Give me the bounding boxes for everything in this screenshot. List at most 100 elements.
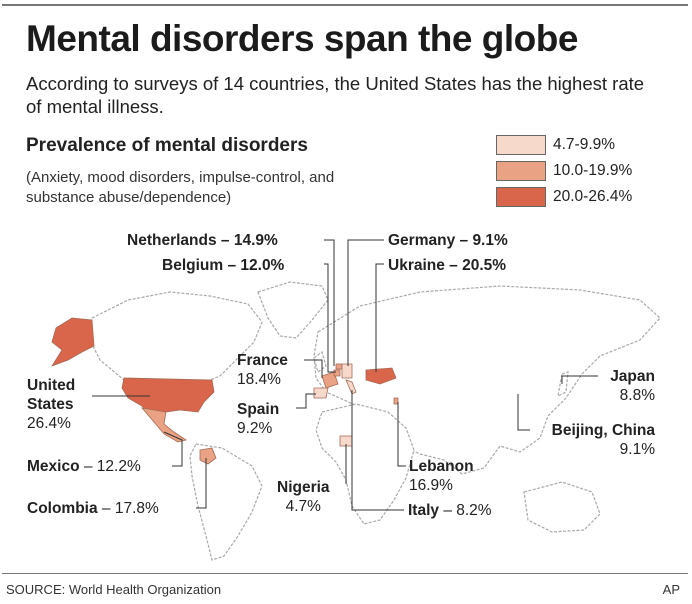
italy-shape: [345, 379, 357, 395]
leader-beijing: [517, 394, 530, 431]
italy-value: 8.2%: [456, 502, 492, 519]
section-note: (Anxiety, mood disorders, impulse-contro…: [26, 169, 335, 206]
beijing-name: Beijing, China: [551, 422, 655, 439]
legend-item-low: 4.7-9.9%: [496, 132, 632, 158]
beijing-value: 9.1%: [619, 441, 655, 458]
colombia-name: Colombia: [27, 500, 98, 517]
belgium-name: Belgium: [162, 257, 224, 274]
nigeria-value: 4.7%: [285, 498, 321, 515]
label-japan: Japan 8.8%: [601, 367, 655, 405]
mexico-dash: –: [79, 458, 97, 475]
south-america-shape: [189, 443, 263, 561]
graphic-frame: [2, 4, 688, 574]
japan-name: Japan: [610, 368, 655, 385]
colombia-dash: –: [97, 500, 115, 517]
colombia-value: 17.8%: [114, 500, 159, 517]
lebanon-value: 16.9%: [409, 477, 453, 494]
legend: 4.7-9.9% 10.0-19.9% 20.0-26.4%: [496, 132, 632, 210]
australia-shape: [523, 481, 601, 533]
spain-shape: [313, 387, 329, 399]
leader-italy: [351, 390, 404, 511]
legend-swatch-high: [496, 187, 546, 207]
leader-netherlands: [324, 239, 335, 366]
leader-lebanon: [397, 402, 406, 467]
germany-dash: –: [455, 232, 473, 249]
source-credit: SOURCE: World Health Organization: [6, 582, 222, 597]
italy-name: Italy: [408, 502, 440, 519]
netherlands-shape: [335, 363, 343, 370]
japan-shape: [557, 371, 569, 398]
lebanon-name: Lebanon: [409, 458, 474, 475]
footer-rule: [2, 573, 688, 574]
greenland-shape: [257, 281, 329, 339]
belgium-value: 12.0%: [240, 257, 285, 274]
agency-credit: AP: [662, 582, 680, 597]
label-germany: Germany – 9.1%: [388, 231, 508, 250]
label-colombia: Colombia – 17.8%: [27, 499, 159, 518]
landmasses: [89, 281, 661, 561]
us-name-line2: States: [27, 396, 74, 413]
legend-swatch-low: [496, 135, 546, 155]
legend-item-mid: 10.0-19.9%: [496, 158, 632, 184]
label-lebanon: Lebanon 16.9%: [409, 457, 474, 495]
alaska-shape: [51, 317, 95, 367]
label-france: France 18.4%: [237, 351, 288, 389]
label-beijing-china: Beijing, China 9.1%: [531, 421, 655, 459]
netherlands-name: Netherlands: [127, 232, 217, 249]
italy-dash: –: [439, 502, 457, 519]
leader-france: [304, 359, 323, 378]
label-italy: Italy – 8.2%: [408, 501, 492, 520]
uk-shape: [313, 350, 327, 374]
belgium-dash: –: [223, 257, 241, 274]
ukraine-dash: –: [444, 257, 463, 274]
legend-swatch-mid: [496, 161, 546, 181]
germany-value: 9.1%: [472, 232, 508, 249]
netherlands-dash: –: [216, 232, 234, 249]
legend-label-mid: 10.0-19.9%: [553, 162, 633, 179]
belgium-shape: [333, 369, 341, 377]
label-spain: Spain 9.2%: [237, 400, 279, 438]
mexico-name: Mexico: [27, 458, 80, 475]
leader-colombia: [196, 458, 207, 509]
page-title: Mental disorders span the globe: [26, 18, 578, 59]
netherlands-value: 14.9%: [233, 232, 278, 249]
legend-label-low: 4.7-9.9%: [553, 136, 616, 153]
leader-germany: [347, 239, 384, 366]
germany-name: Germany: [388, 232, 456, 249]
france-name: France: [237, 352, 288, 369]
mexico-shape: [140, 407, 187, 443]
ukraine-shape: [365, 367, 397, 385]
mexico-value: 12.2%: [96, 458, 141, 475]
label-netherlands: Netherlands – 14.9%: [127, 231, 278, 250]
france-value: 18.4%: [237, 371, 281, 388]
label-ukraine: Ukraine – 20.5%: [388, 256, 506, 275]
label-mexico: Mexico – 12.2%: [27, 457, 141, 476]
germany-shape: [341, 363, 353, 379]
japan-value: 8.8%: [619, 387, 655, 404]
legend-item-high: 20.0-26.4%: [496, 184, 632, 210]
leader-spain: [296, 393, 316, 409]
label-belgium: Belgium – 12.0%: [162, 256, 284, 275]
spain-name: Spain: [237, 401, 280, 418]
leader-japan: [561, 375, 598, 384]
lebanon-shape: [393, 397, 399, 405]
legend-label-high: 20.0-26.4%: [553, 188, 633, 205]
canada-shape: [89, 291, 263, 385]
us-name-line1: United: [27, 377, 76, 394]
nigeria-name: Nigeria: [277, 479, 330, 496]
leader-belgium: [324, 263, 336, 373]
leader-ukraine: [375, 263, 384, 372]
spain-value: 9.2%: [237, 420, 273, 437]
ukraine-value: 20.5%: [462, 257, 507, 274]
leader-mexico: [163, 431, 183, 467]
us-value: 26.4%: [27, 415, 71, 432]
label-united-states: United States 26.4%: [27, 376, 75, 433]
label-nigeria: Nigeria 4.7%: [277, 478, 330, 516]
colombia-shape: [199, 447, 217, 465]
subtitle: According to surveys of 14 countries, th…: [26, 73, 645, 117]
section-title: Prevalence of mental disorders: [26, 135, 308, 156]
ukraine-name: Ukraine: [388, 257, 445, 274]
highlighted-countries: [51, 317, 399, 465]
usa-shape: [121, 377, 215, 419]
